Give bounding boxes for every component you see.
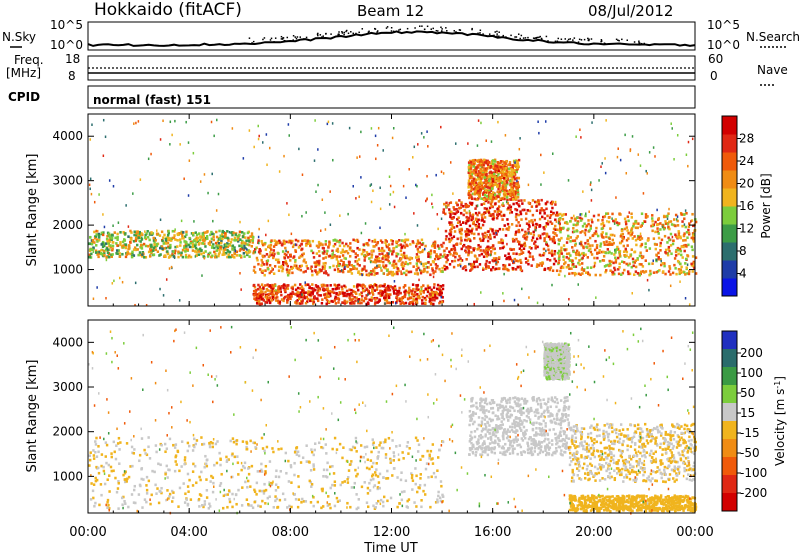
velocity-colorbar-tick: 50 [740, 386, 755, 400]
nsky-label: N.Sky [2, 30, 36, 44]
y-tick-label: 4000 [52, 129, 83, 143]
freq-label-1: Freq. [14, 53, 44, 67]
velocity-colorbar-segment [722, 457, 737, 476]
velocity-colorbar-tick: 200 [740, 346, 763, 360]
x-tick-label: 00:00 [69, 525, 106, 540]
freq-panel: Freq. [MHz] 18 8 60 0 Nave [6, 52, 788, 86]
y-tick-label: 2000 [52, 425, 83, 439]
power-heatmap-cells [88, 118, 698, 307]
nsearch-label: N.Search [746, 30, 800, 44]
power-colorbar-segment [722, 152, 737, 171]
power-colorbar-segment [722, 134, 737, 153]
velocity-colorbar-tick: -100 [740, 466, 767, 480]
velocity-colorbar-segment [722, 367, 737, 386]
velocity-colorbar-segment [722, 439, 737, 458]
y-tick-label: 4000 [52, 335, 83, 349]
velocity-colorbar-tick: 15 [740, 406, 755, 420]
velocity-colorbar-segment [722, 331, 737, 350]
power-colorbar-segment [722, 278, 737, 297]
nave-tick-top: 60 [708, 52, 723, 66]
x-tick-label: 04:00 [170, 525, 207, 540]
y-tick-label: 3000 [52, 174, 83, 188]
cpid-panel: CPID normal (fast) 151 [8, 85, 696, 109]
cpid-label: CPID [8, 90, 40, 104]
x-tick-label: 00:00 [676, 525, 713, 540]
velocity-heatmap-cells [88, 325, 698, 515]
date-title: 08/Jul/2012 [588, 2, 673, 20]
nave-tick-bottom: 0 [710, 69, 718, 83]
power-colorbar-segment [722, 260, 737, 279]
velocity-ylabel: Slant Range [km] [25, 360, 40, 473]
nsky-tick-bottom: 10^0 [50, 38, 83, 52]
velocity-colorbar-tick: -200 [740, 486, 767, 500]
nsearch-tick-bottom: 10^0 [707, 38, 740, 52]
power-colorbar: 4 8 12 16 20 24 28 Power [dB] [721, 115, 773, 297]
power-colorbar-label: Power [dB] [759, 173, 773, 238]
velocity-colorbar-segment [722, 385, 737, 404]
y-tick-label: 3000 [52, 380, 83, 394]
x-tick-label: 12:00 [373, 525, 410, 540]
power-ylabel: Slant Range [km] [25, 154, 40, 267]
y-tick-label: 2000 [52, 218, 83, 232]
y-tick-label: 1000 [52, 263, 83, 277]
velocity-colorbar-tick: -50 [740, 446, 760, 460]
nsearch-tick-top: 10^5 [707, 18, 740, 32]
power-colorbar-segment [722, 242, 737, 261]
power-heatmap-panel: 1000 2000 3000 4000 Slant Range [km] [25, 113, 698, 307]
velocity-colorbar-segment [722, 349, 737, 368]
velocity-colorbar: 200 100 50 15 -15 -50 -100 -200 Velocity [m s-1… [721, 330, 788, 512]
velocity-colorbar-label: Velocity [m s-1] [773, 376, 788, 466]
beam-title: Beam 12 [357, 2, 424, 20]
nsky-tick-top: 10^5 [50, 18, 83, 32]
velocity-colorbar-segment [722, 421, 737, 440]
y-tick-label: 1000 [52, 469, 83, 483]
power-colorbar-segment [722, 188, 737, 207]
velocity-colorbar-tick: -15 [740, 426, 760, 440]
nsky-panel: N.Sky 10^5 10^0 10^5 10^0 N.Search [2, 18, 800, 52]
velocity-heatmap-panel: 1000 2000 3000 4000 Slant Range [km] [25, 319, 698, 515]
power-colorbar-tick: 24 [739, 154, 754, 168]
power-colorbar-tick: 4 [739, 267, 747, 281]
station-title: Hokkaido (fitACF) [94, 0, 242, 20]
x-tick-label: 20:00 [575, 525, 612, 540]
x-tick-label: 16:00 [474, 525, 511, 540]
power-colorbar-tick: 16 [739, 199, 754, 213]
x-axis-ticks: 00:00 04:00 08:00 12:00 16:00 20:00 00:00 [69, 114, 714, 540]
velocity-colorbar-segment [722, 493, 737, 512]
power-colorbar-segment [722, 224, 737, 243]
power-colorbar-tick: 8 [739, 244, 747, 258]
velocity-colorbar-tick: 100 [740, 366, 763, 380]
cpid-value: normal (fast) 151 [93, 93, 211, 107]
x-tick-label: 08:00 [272, 525, 309, 540]
power-colorbar-segment [722, 206, 737, 225]
velocity-colorbar-segment [722, 475, 737, 494]
freq-tick-bottom: 8 [68, 69, 76, 83]
power-colorbar-tick: 28 [739, 132, 754, 146]
power-colorbar-tick: 12 [739, 222, 754, 236]
power-colorbar-tick: 20 [739, 177, 754, 191]
power-colorbar-segment [722, 116, 737, 135]
power-colorbar-segment [722, 170, 737, 189]
x-axis-label: Time UT [363, 541, 417, 554]
freq-tick-top: 18 [65, 52, 80, 66]
velocity-colorbar-segment [722, 403, 737, 422]
nave-label: Nave [757, 63, 788, 77]
freq-label-2: [MHz] [6, 66, 41, 80]
